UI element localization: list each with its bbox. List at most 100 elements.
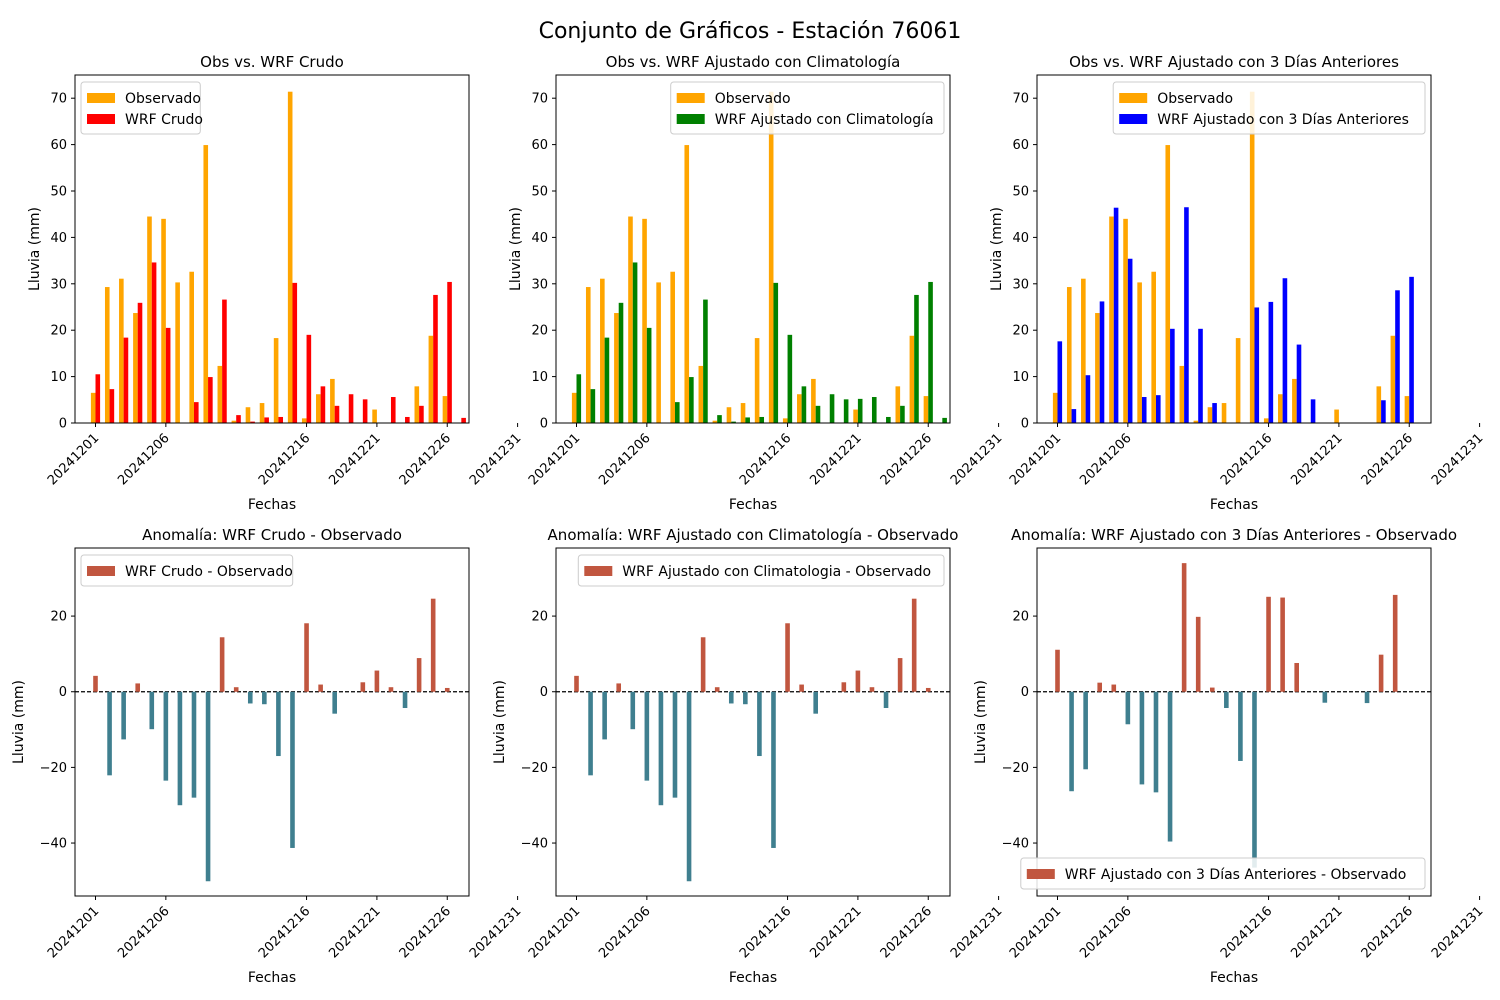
bar-wrf [1170, 328, 1175, 423]
bar-wrf [914, 294, 919, 423]
bar-observado [698, 365, 704, 423]
x-tick-label: 20241221 [807, 431, 864, 488]
x-tick-label: 20241201 [45, 431, 102, 488]
bar-anomalia [1322, 691, 1328, 703]
x-tick-label: 20241226 [1359, 904, 1416, 961]
x-tick-label: 20241216 [256, 904, 313, 961]
bar-wrf [1085, 375, 1091, 423]
bar-anomalia [785, 623, 790, 692]
legend-box [1020, 857, 1426, 890]
bar-observado [217, 365, 223, 423]
bar-observado [1109, 216, 1114, 423]
bar-observado [571, 392, 577, 423]
legend-swatch [1026, 869, 1055, 879]
legend: Observado WRF Ajustado con 3 Días Anterio… [1112, 81, 1426, 135]
bar-observado [90, 392, 96, 423]
chart-title: Obs vs. WRF Crudo [200, 53, 344, 71]
bar-anomalia [93, 675, 98, 692]
axes-frame [1036, 74, 1432, 424]
x-tick-label: 20241221 [326, 431, 383, 488]
bar-wrf [1395, 290, 1400, 423]
bar-anomalia [1392, 594, 1398, 692]
bar-observado [119, 278, 124, 423]
y-tick-label: 60 [531, 138, 548, 153]
y-tick-label: −20 [1002, 761, 1029, 776]
bar-wrf [95, 374, 101, 423]
bar-anomalia [1181, 563, 1187, 692]
bar-observado [1179, 365, 1185, 423]
bar-wrf [632, 262, 638, 423]
y-axis-label: Lluvia (mm) [508, 207, 524, 291]
axes-frame [74, 547, 470, 897]
bar-anomalia [1055, 649, 1060, 692]
y-tick-label: 20 [50, 324, 67, 339]
bar-anomalia [107, 691, 112, 776]
x-tick-label: 20241221 [1288, 431, 1345, 488]
legend-label: Observado [125, 91, 201, 107]
bar-wrf [1409, 276, 1414, 423]
bar-anomalia [644, 691, 650, 781]
bar-wrf [1296, 344, 1302, 423]
bar-anomalia [1364, 691, 1370, 704]
bar-wrf [250, 421, 255, 423]
bar-anomalia [588, 691, 593, 776]
bar-wrf [1155, 395, 1161, 423]
bar-anomalia [841, 682, 847, 692]
bar-wrf [801, 386, 807, 423]
axes-frame [555, 74, 951, 424]
bar-observado [768, 91, 774, 423]
bar-anomalia [219, 637, 225, 692]
y-axis-label: Lluvia (mm) [973, 680, 989, 764]
bar-wrf [1184, 207, 1189, 423]
legend-swatch [676, 93, 705, 103]
y-tick-label: 20 [1012, 610, 1029, 625]
bar-observado [1376, 386, 1382, 423]
bar-anomalia [1238, 691, 1243, 761]
bar-observado [909, 335, 915, 423]
bar-anomalia [1280, 597, 1285, 692]
bar-wrf [1141, 397, 1147, 423]
x-tick-label: 20241201 [1007, 431, 1064, 488]
bar-anomalia [247, 691, 253, 704]
bar-wrf [236, 415, 241, 423]
bar-anomalia [388, 687, 394, 692]
y-tick-label: 0 [540, 685, 548, 700]
bar-wrf [843, 399, 849, 423]
chart-title: Anomalía: WRF Ajustado con Climatología … [548, 526, 959, 544]
x-tick-label: 20241226 [878, 904, 935, 961]
bar-wrf [405, 416, 410, 423]
bar-anomalia [262, 691, 267, 705]
bar-wrf [1071, 409, 1077, 423]
bar-observado [726, 407, 732, 423]
legend-swatch [676, 114, 705, 124]
bar-anomalia [233, 687, 239, 692]
x-tick-label: 20241231 [467, 431, 524, 488]
y-tick-label: 10 [50, 370, 67, 385]
bar-anomalia [897, 658, 903, 692]
legend: WRF Crudo - Observado [80, 554, 294, 587]
bar-observado [628, 216, 633, 423]
bar-observado [1095, 313, 1100, 423]
bar-wrf [1381, 400, 1386, 423]
legend: WRF Ajustado con 3 Días Anteriores - Obs… [1020, 857, 1426, 890]
bar-anomalia [869, 687, 875, 692]
bar-anomalia [728, 691, 734, 704]
bar-wrf [618, 302, 624, 423]
bar-observado [1151, 271, 1156, 423]
bar-wrf [590, 389, 596, 423]
bar-anomalia [205, 691, 211, 882]
bar-observado [189, 271, 194, 423]
bar-observado [203, 145, 209, 423]
legend-swatch [87, 93, 115, 103]
bar-observado [614, 313, 619, 423]
y-tick-label: −40 [1002, 837, 1029, 852]
bar-wrf [419, 405, 424, 423]
bar-observado [1123, 218, 1128, 423]
x-tick-label: 20241221 [326, 904, 383, 961]
bar-anomalia [290, 691, 295, 848]
bar-observado [1066, 287, 1072, 423]
bar-anomalia [374, 670, 380, 692]
bar-anomalia [883, 691, 889, 709]
bar-anomalia [1252, 691, 1257, 868]
